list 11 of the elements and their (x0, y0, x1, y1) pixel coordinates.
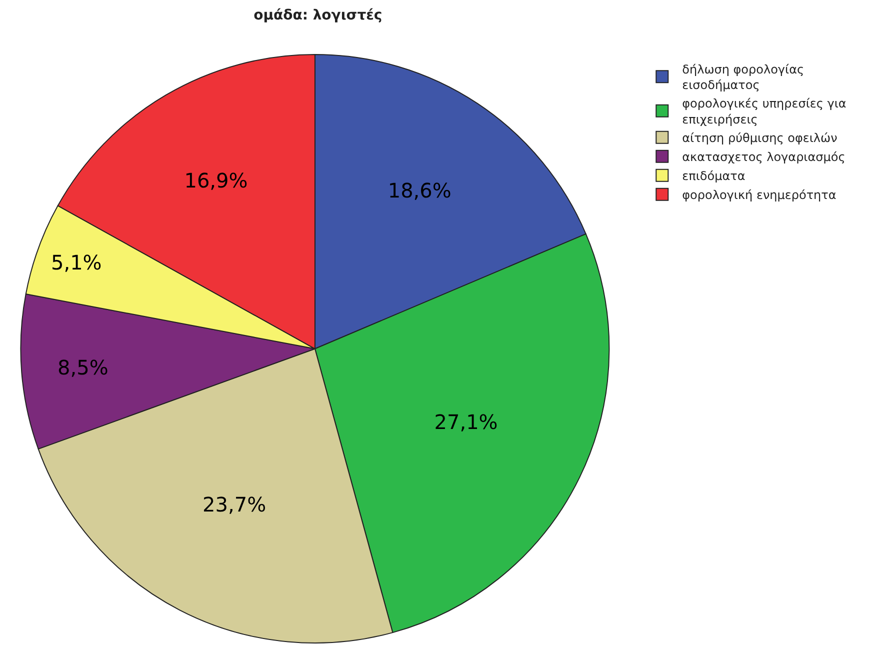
data-label: 5,1% (50, 250, 102, 274)
legend-label: φορολογική ενημερότητα (682, 188, 836, 202)
data-label: 23,7% (202, 492, 266, 516)
data-label: 18,6% (388, 178, 452, 203)
data-label: 8,5% (58, 355, 108, 380)
data-label: 16,9% (184, 168, 248, 192)
legend-label: αίτηση ρύθμισης οφειλών (682, 131, 838, 146)
chart-title: ομάδα: λογιστές (254, 8, 382, 24)
legend-label: ακατασχετος λογαριασμός (682, 150, 846, 164)
data-label: 27,1% (434, 410, 498, 434)
legend-label: επιδόματα (682, 169, 746, 184)
